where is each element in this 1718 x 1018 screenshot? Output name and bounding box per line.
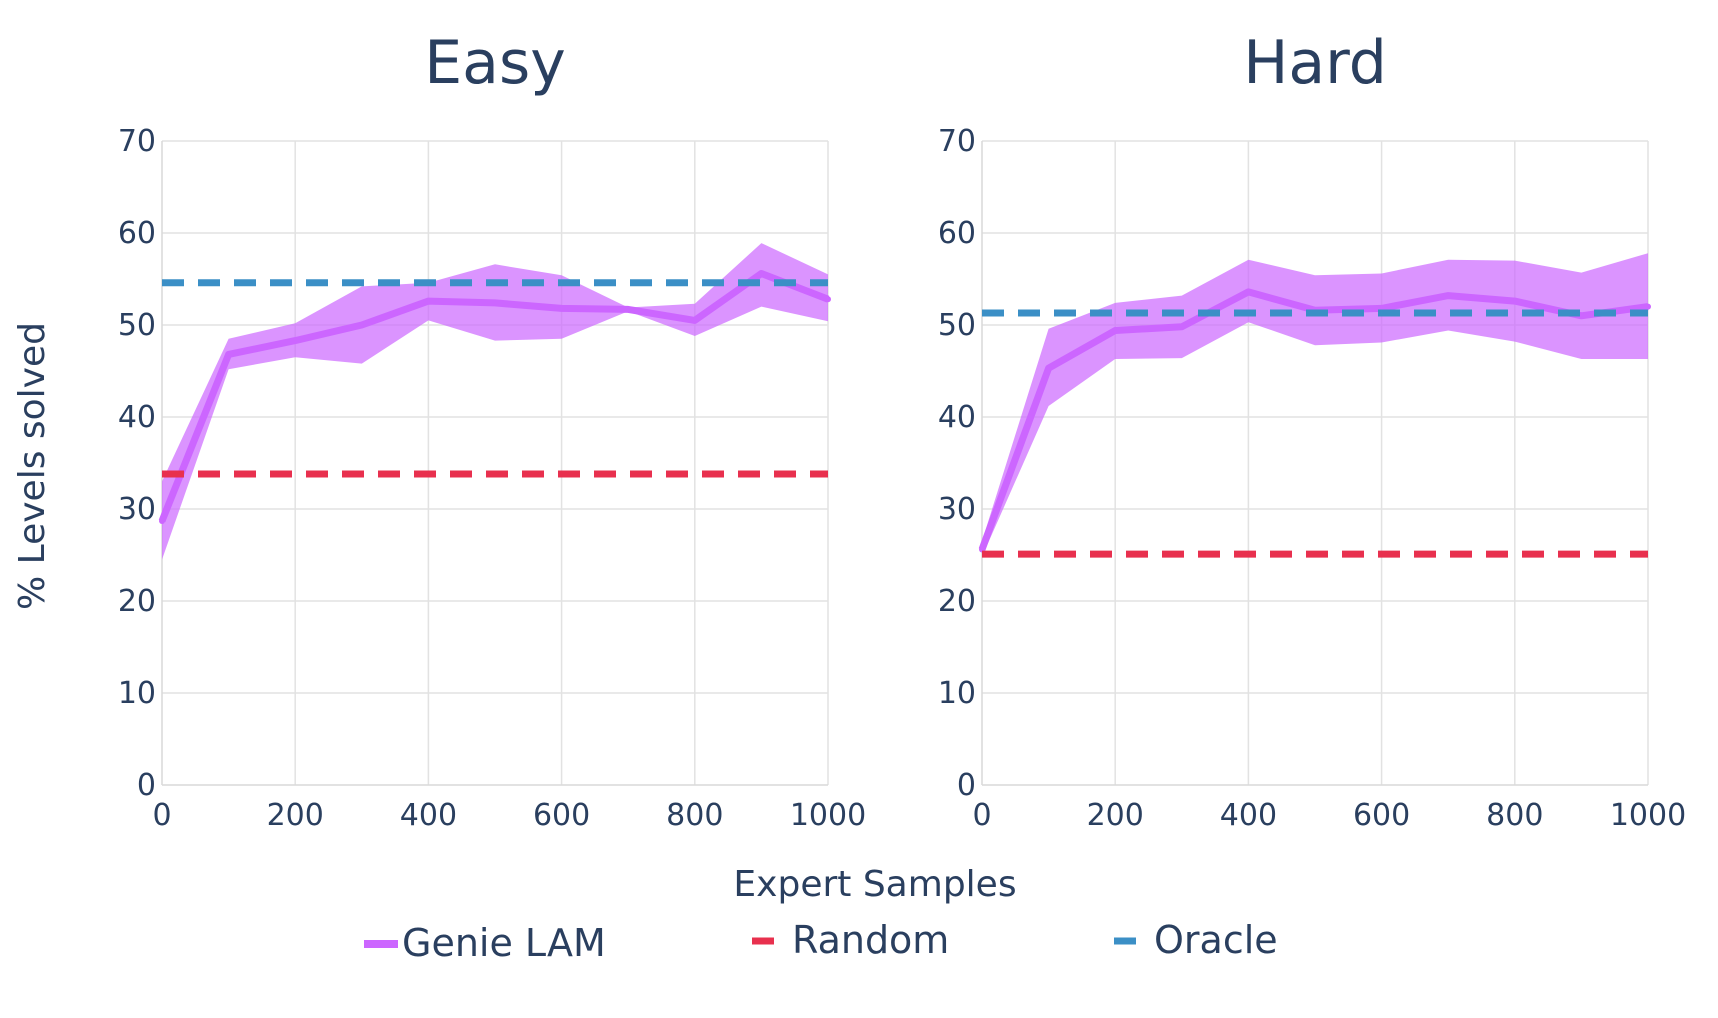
x-tick-label: 200	[267, 798, 324, 833]
panel-title-easy: Easy	[424, 28, 565, 98]
data-point-genie-lam	[1445, 292, 1452, 299]
y-tick-label: 40	[118, 400, 156, 435]
legend-item-genie-lam: Genie LAM	[364, 921, 606, 965]
y-tick-label: 50	[938, 308, 976, 343]
data-point-genie-lam	[225, 351, 232, 358]
data-point-genie-lam	[1245, 288, 1252, 295]
panel-title-hard: Hard	[1243, 28, 1387, 98]
data-point-genie-lam	[159, 517, 165, 524]
data-point-genie-lam	[358, 322, 365, 328]
y-tick-label: 20	[118, 584, 156, 619]
y-tick-label: 60	[118, 216, 156, 251]
data-point-genie-lam	[691, 317, 698, 324]
legend-label-random: Random	[792, 918, 949, 962]
y-tick-label: 70	[118, 124, 156, 159]
legend-item-oracle: Oracle	[1114, 918, 1278, 962]
y-tick-label: 10	[118, 676, 156, 711]
data-point-genie-lam	[758, 270, 765, 277]
x-tick-label: 600	[1353, 798, 1410, 833]
data-point-genie-lam	[625, 306, 632, 313]
y-tick-label: 40	[938, 400, 976, 435]
y-tick-label: 30	[118, 492, 156, 527]
x-tick-label: 600	[533, 798, 590, 833]
x-tick-label: 1000	[790, 798, 866, 833]
legend-label-genie-lam: Genie LAM	[402, 921, 606, 965]
data-point-genie-lam	[1045, 365, 1052, 372]
x-tick-label: 1000	[1610, 798, 1686, 833]
x-tick-label: 400	[400, 798, 457, 833]
data-point-genie-lam	[825, 296, 831, 303]
confidence-band-genie-lam	[162, 243, 828, 560]
data-point-genie-lam	[1511, 298, 1518, 305]
y-tick-label: 30	[938, 492, 976, 527]
x-tick-label: 800	[666, 798, 723, 833]
legend-label-oracle: Oracle	[1154, 918, 1278, 962]
x-tick-label: 0	[972, 798, 991, 833]
x-tick-label: 0	[152, 798, 171, 833]
data-point-genie-lam	[1178, 323, 1185, 330]
y-tick-label: 10	[938, 676, 976, 711]
y-tick-label: 70	[938, 124, 976, 159]
y-tick-label: 0	[957, 768, 976, 803]
data-point-genie-lam	[1645, 303, 1651, 310]
x-tick-label: 400	[1220, 798, 1277, 833]
data-point-genie-lam	[492, 299, 498, 306]
confidence-band-genie-lam	[982, 253, 1648, 557]
data-point-genie-lam	[425, 298, 432, 305]
x-tick-label: 800	[1486, 798, 1543, 833]
legend: Genie LAM Random Oracle	[364, 918, 1278, 965]
legend-item-random: Random	[752, 918, 949, 962]
x-tick-label: 200	[1087, 798, 1144, 833]
y-tick-label: 50	[118, 308, 156, 343]
panel-easy: Easy 0 10 20 30 40 50 60 70 0 200 400 600 800 1000	[118, 28, 866, 833]
panel-hard: Hard 0 10 20 30 40 50 60 70 0 200 400 600 800 1000	[938, 28, 1686, 833]
y-tick-label: 0	[137, 768, 156, 803]
y-axis-title: % Levels solved	[12, 322, 53, 610]
y-tick-label: 60	[938, 216, 976, 251]
x-axis-title: Expert Samples	[733, 864, 1016, 905]
y-tick-label: 20	[938, 584, 976, 619]
data-point-genie-lam	[1112, 327, 1119, 334]
data-point-genie-lam	[292, 337, 299, 344]
data-point-genie-lam	[558, 305, 565, 312]
